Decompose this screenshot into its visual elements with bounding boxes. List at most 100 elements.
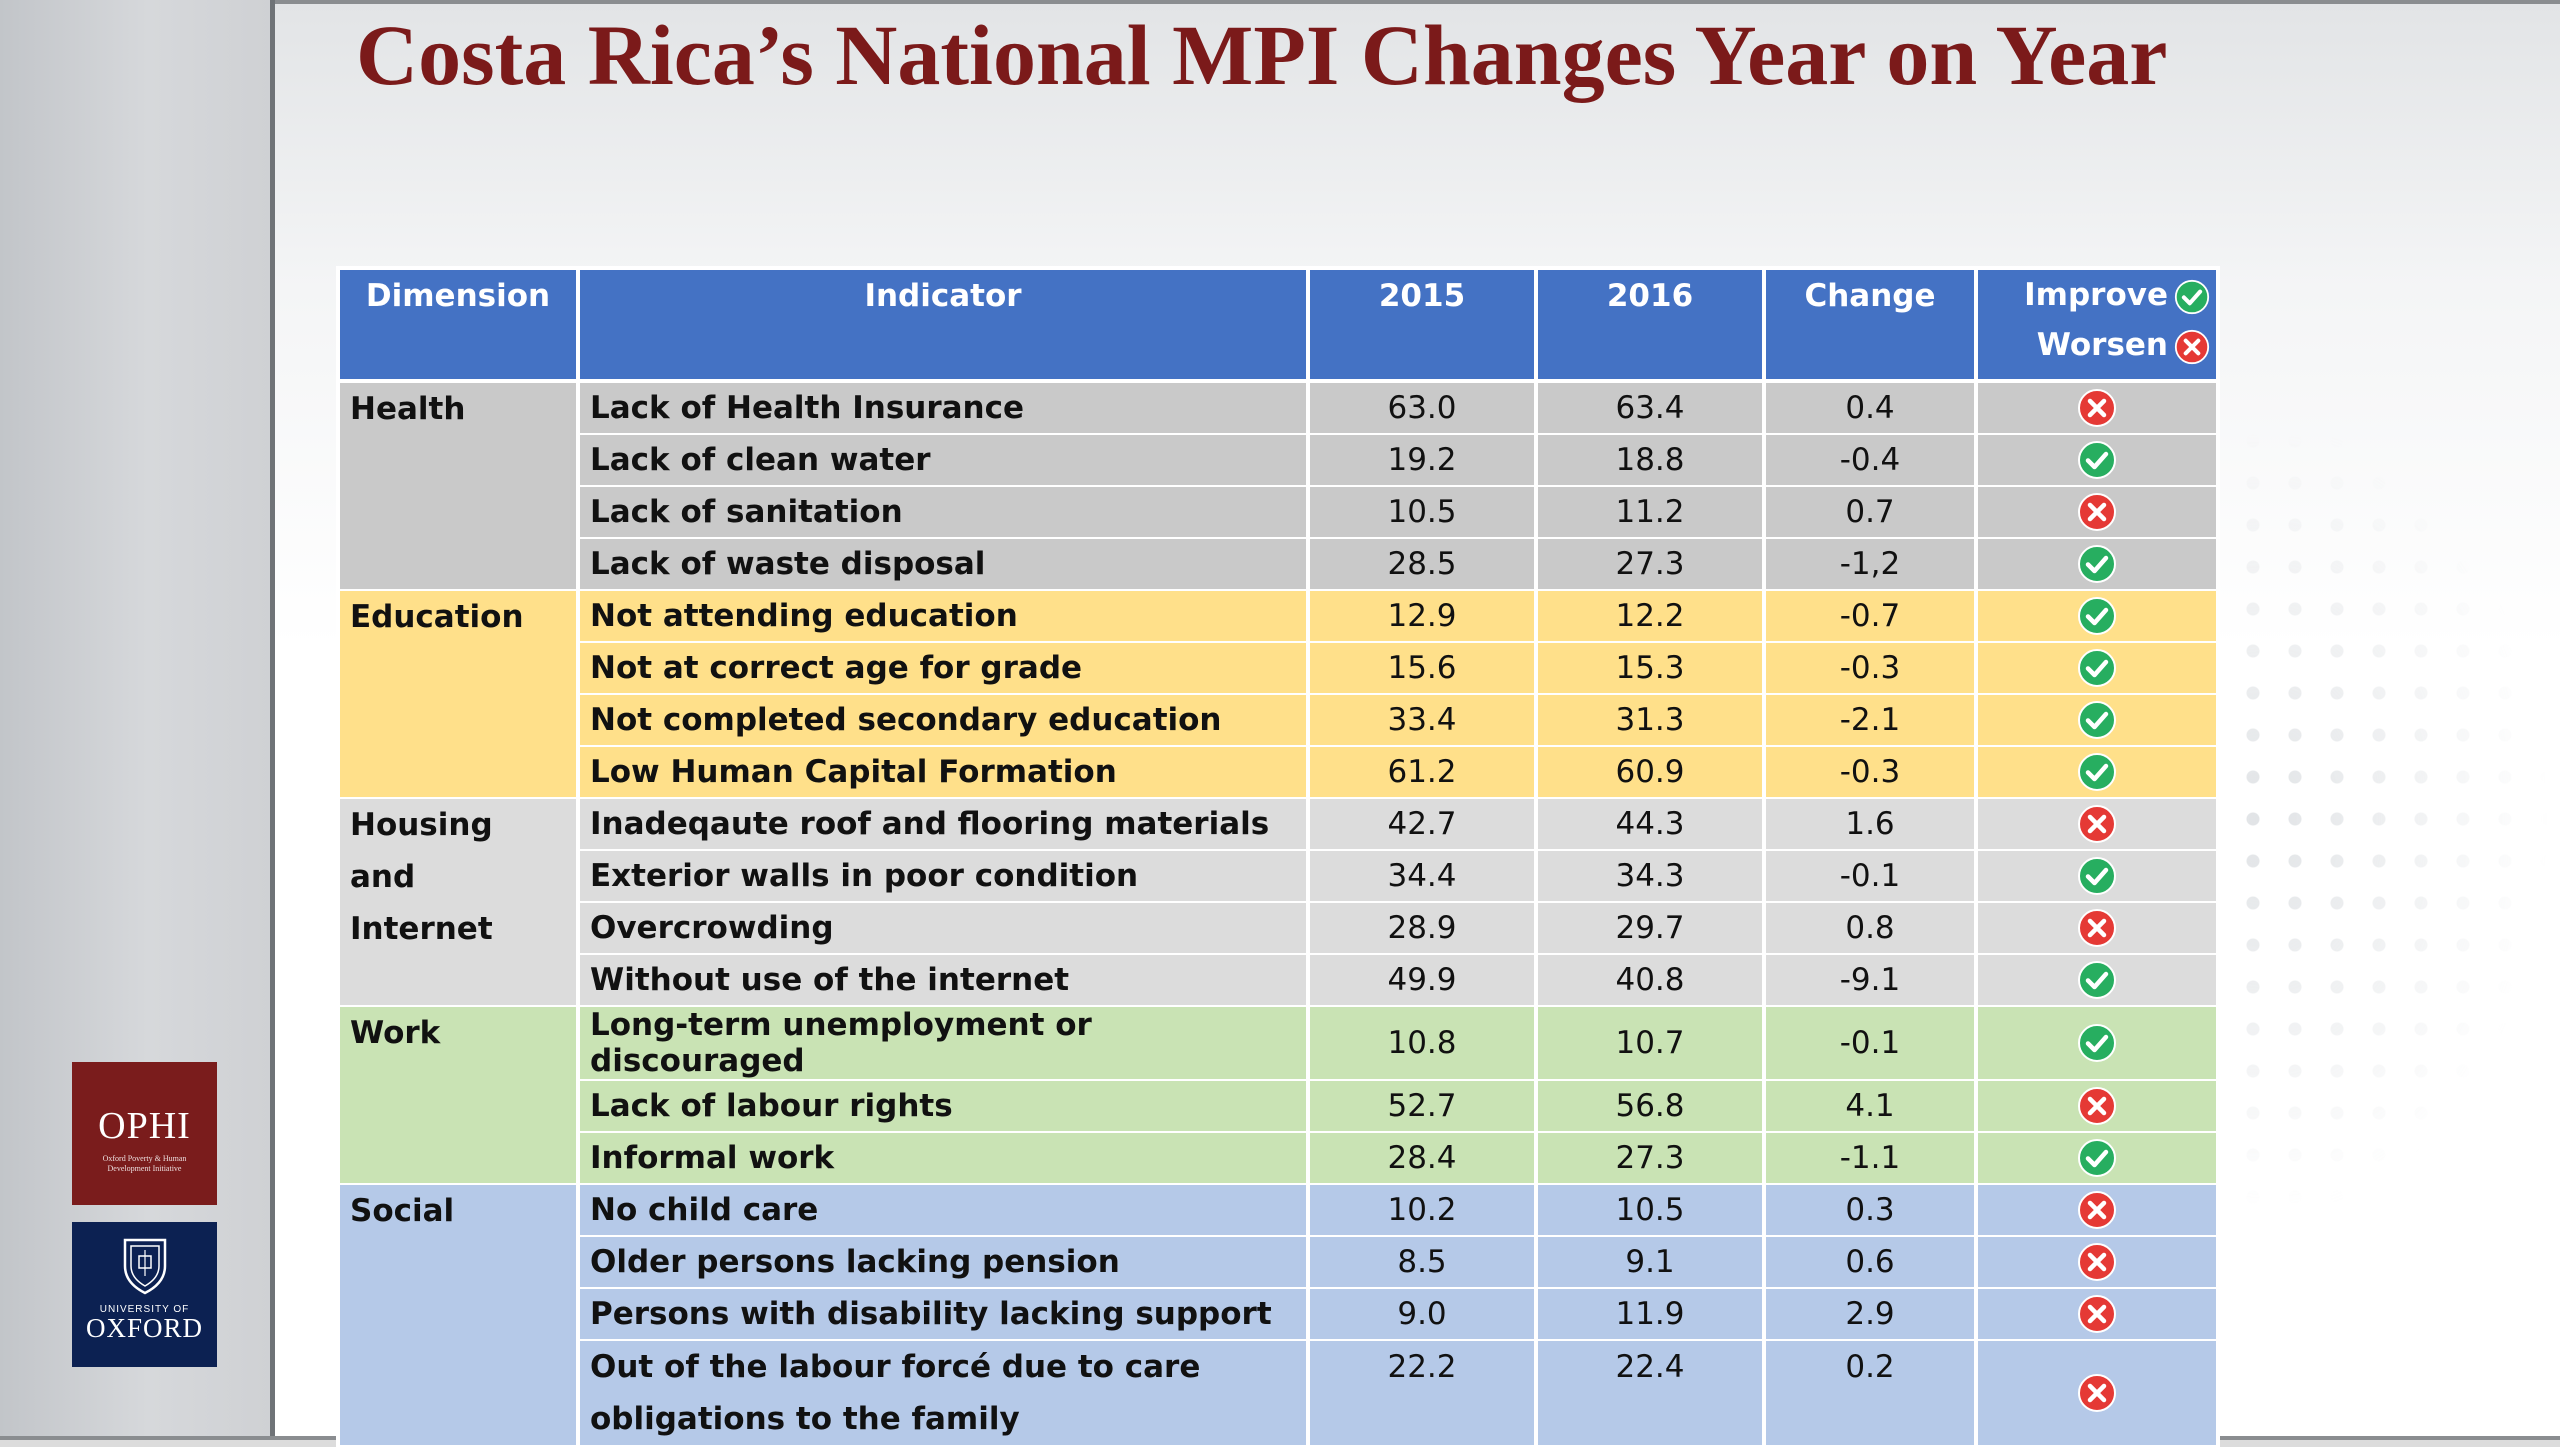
value-2016: 9.1: [1534, 1236, 1766, 1289]
indicator-cell: Lack of sanitation: [576, 486, 1310, 539]
page-title: Costa Rica’s National MPI Changes Year o…: [356, 7, 2168, 103]
decorative-dot-pattern: [2190, 420, 2550, 1220]
value-2016: 18.8: [1534, 434, 1766, 487]
change-value: -0.3: [1762, 642, 1978, 695]
change-value: 1.6: [1762, 798, 1978, 851]
indicator-cell: Not attending education: [576, 590, 1310, 643]
sidebar-divider: [270, 0, 275, 1440]
status-cell: [1974, 1236, 2220, 1289]
status-cell: [1974, 1340, 2220, 1447]
table-row: Overcrowding 28.9 29.7 0.8: [338, 902, 2220, 955]
table-row: Work Long-term unemployment or discourag…: [336, 1006, 2220, 1185]
table-row: Lack of sanitation 10.5 11.2 0.7: [338, 486, 2220, 539]
status-cell: [1974, 798, 2220, 851]
table-row: Lack of waste disposal 28.5 27.3 -1,2: [338, 538, 2220, 591]
dimension-cell: Work: [336, 1006, 580, 1185]
table-row: Education Not attending education 12.9 1…: [336, 590, 2220, 799]
header-improve-worsen: Improve Worsen: [1974, 266, 2220, 383]
table-row: Not completed secondary education 33.4 3…: [338, 694, 2220, 747]
indicator-cell: Lack of waste disposal: [576, 538, 1310, 591]
indicator-cell: Inadeqaute roof and flooring materials: [576, 798, 1310, 851]
value-2015: 52.7: [1306, 1080, 1538, 1133]
value-2015: 33.4: [1306, 694, 1538, 747]
value-2015: 28.4: [1306, 1132, 1538, 1185]
check-circle-icon: [2078, 857, 2116, 895]
value-2015: 10.8: [1306, 1006, 1538, 1081]
value-2016: 15.3: [1534, 642, 1766, 695]
status-cell: [1974, 590, 2220, 643]
value-2015: 42.7: [1306, 798, 1538, 851]
table-body: Health Lack of Health Insurance 63.0 63.…: [336, 381, 2220, 1447]
table-row: Lack of clean water 19.2 18.8 -0.4: [338, 434, 2220, 487]
value-2015: 61.2: [1306, 746, 1538, 799]
indicator-cell: Without use of the internet: [576, 954, 1310, 1007]
status-cell: [1974, 1132, 2220, 1185]
check-circle-icon: [2078, 753, 2116, 791]
indicator-cell: Older persons lacking pension: [576, 1236, 1310, 1289]
change-value: 0.8: [1762, 902, 1978, 955]
value-2015: 15.6: [1306, 642, 1538, 695]
value-2015: 34.4: [1306, 850, 1538, 903]
ophi-logo-subtext: Oxford Poverty & Human Development Initi…: [102, 1154, 187, 1173]
table-row: Housing and Internet Inadeqaute roof and…: [336, 798, 2220, 1007]
indicator-cell: No child care: [576, 1184, 1310, 1237]
indicator-cell: Not at correct age for grade: [576, 642, 1310, 695]
status-cell: [1974, 746, 2220, 799]
oxford-logo-text: OXFORD: [85, 1313, 204, 1343]
x-circle-icon: [2078, 1243, 2116, 1281]
value-2015: 28.9: [1306, 902, 1538, 955]
indicator-cell: Out of the labour forcé due to care obli…: [576, 1340, 1310, 1447]
x-circle-icon: [2078, 493, 2116, 531]
mpi-table: Dimension Indicator 2015 2016 Change Imp…: [336, 266, 2220, 1447]
indicator-cell: Persons with disability lacking support: [576, 1288, 1310, 1341]
indicator-cell: Low Human Capital Formation: [576, 746, 1310, 799]
check-circle-icon: [2078, 701, 2116, 739]
table-row: Informal work 28.4 27.3 -1.1: [338, 1132, 2220, 1185]
value-2016: 22.4: [1534, 1340, 1766, 1447]
status-cell: [1974, 1184, 2220, 1237]
value-2015: 22.2: [1306, 1340, 1538, 1447]
value-2016: 10.5: [1534, 1184, 1766, 1237]
header-2016: 2016: [1534, 266, 1766, 383]
header-dimension: Dimension: [336, 266, 580, 383]
table-row: Out of the labour forcé due to care obli…: [338, 1340, 2220, 1447]
x-circle-icon: [2078, 909, 2116, 947]
value-2016: 63.4: [1534, 381, 1766, 435]
ophi-logo-text: OPHI: [98, 1105, 191, 1147]
table-row: Without use of the internet 49.9 40.8 -9…: [338, 954, 2220, 1007]
indicator-cell: Lack of labour rights: [576, 1080, 1310, 1133]
indicator-cell: Lack of clean water: [576, 434, 1310, 487]
indicator-cell: Not completed secondary education: [576, 694, 1310, 747]
oxford-logo-subtext: UNIVERSITY OF: [99, 1304, 190, 1315]
table-row: Persons with disability lacking support …: [338, 1288, 2220, 1341]
value-2015: 8.5: [1306, 1236, 1538, 1289]
value-2016: 44.3: [1534, 798, 1766, 851]
x-circle-icon: [2078, 1191, 2116, 1229]
check-circle-icon: [2078, 961, 2116, 999]
status-cell: [1974, 1080, 2220, 1133]
value-2016: 60.9: [1534, 746, 1766, 799]
x-circle-icon: [2078, 1087, 2116, 1125]
x-circle-icon: [2078, 805, 2116, 843]
table-row: Low Human Capital Formation 61.2 60.9 -0…: [338, 746, 2220, 799]
value-2016: 27.3: [1534, 538, 1766, 591]
change-value: 2.9: [1762, 1288, 1978, 1341]
status-cell: [1974, 381, 2220, 435]
ophi-logo: OPHI Oxford Poverty & Human Development …: [72, 1062, 217, 1205]
value-2016: 12.2: [1534, 590, 1766, 643]
status-cell: [1974, 694, 2220, 747]
change-value: 0.7: [1762, 486, 1978, 539]
status-cell: [1974, 954, 2220, 1007]
oxford-logo: UNIVERSITY OF OXFORD: [72, 1222, 217, 1367]
check-circle-icon: [2078, 545, 2116, 583]
indicator-cell: Long-term unemployment or discouraged: [576, 1006, 1310, 1081]
change-value: -0.7: [1762, 590, 1978, 643]
change-value: 0.2: [1762, 1340, 1978, 1447]
indicator-cell: Informal work: [576, 1132, 1310, 1185]
x-circle-icon: [2078, 1374, 2116, 1412]
header-2015: 2015: [1306, 266, 1538, 383]
header-indicator: Indicator: [576, 266, 1310, 383]
top-border: [275, 0, 2560, 4]
change-value: -0.1: [1762, 1006, 1978, 1081]
status-cell: [1974, 434, 2220, 487]
